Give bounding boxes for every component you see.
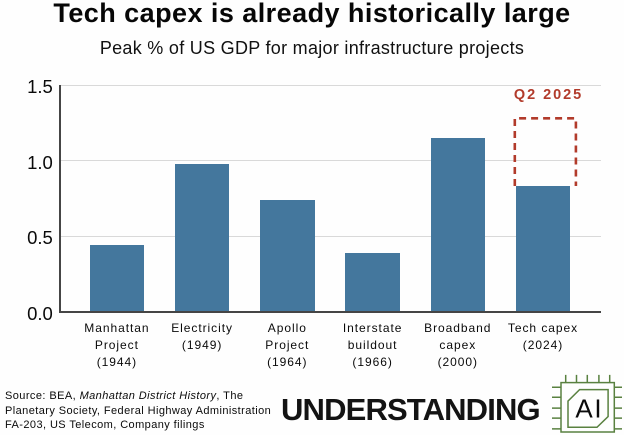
svg-text:AI: AI [575, 394, 603, 424]
